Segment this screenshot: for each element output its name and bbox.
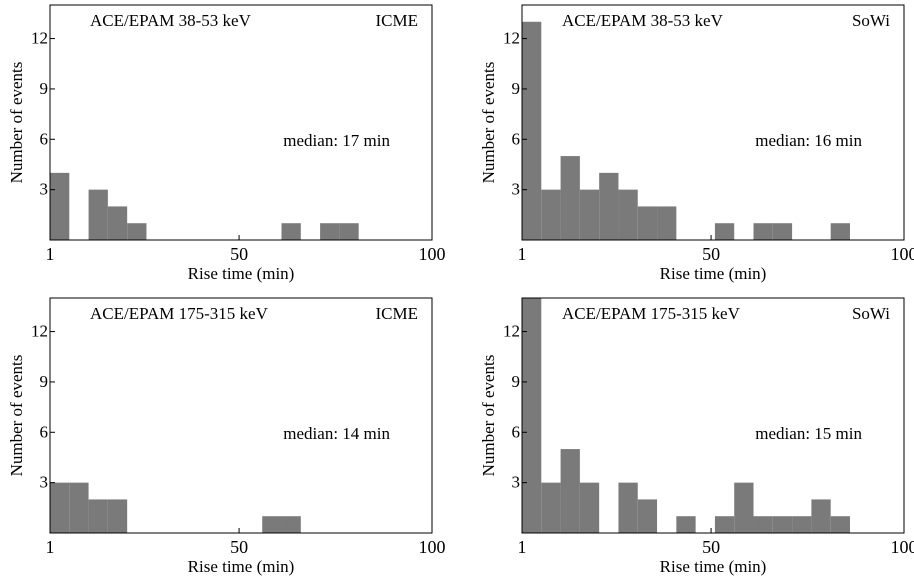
instrument-label: ACE/EPAM 38-53 keV bbox=[562, 11, 724, 30]
histogram-bar bbox=[715, 516, 734, 533]
y-tick-label: 6 bbox=[512, 422, 521, 441]
panel-top-left: 3 6 9 12 1 50 100 Rise time (min) Number of even… bbox=[7, 5, 446, 283]
x-tick-label: 50 bbox=[702, 537, 720, 557]
panel-bottom-right: 3 6 9 12 1 50 100 Rise time (min) Number of even… bbox=[479, 298, 914, 576]
x-axis-label: Rise time (min) bbox=[188, 557, 295, 576]
y-tick-label: 12 bbox=[31, 29, 48, 48]
x-axis-label: Rise time (min) bbox=[660, 557, 767, 576]
median-annotation: median: 14 min bbox=[283, 424, 390, 443]
histogram-bar bbox=[282, 516, 301, 533]
category-label: SoWi bbox=[852, 11, 890, 30]
y-tick-label: 9 bbox=[40, 79, 49, 98]
histogram-bar bbox=[561, 156, 580, 240]
histogram-bar bbox=[754, 516, 773, 533]
instrument-label: ACE/EPAM 175-315 keV bbox=[562, 304, 741, 323]
x-tick-label: 100 bbox=[419, 244, 446, 264]
histogram-bar bbox=[580, 483, 599, 533]
y-axis-label: Number of events bbox=[7, 355, 26, 477]
y-tick-label: 6 bbox=[40, 422, 49, 441]
histogram-bar bbox=[89, 190, 108, 240]
histogram-bar bbox=[282, 223, 301, 240]
y-tick-label: 6 bbox=[40, 129, 49, 148]
y-tick-label: 9 bbox=[512, 79, 521, 98]
y-axis-label: Number of events bbox=[7, 62, 26, 184]
histogram-bar bbox=[676, 516, 695, 533]
histogram-bar bbox=[108, 499, 127, 533]
histogram-bar bbox=[618, 190, 637, 240]
histogram-bar bbox=[339, 223, 358, 240]
x-axis-label: Rise time (min) bbox=[188, 264, 295, 283]
histogram-bar bbox=[715, 223, 734, 240]
median-annotation: median: 16 min bbox=[755, 131, 862, 150]
x-tick-label: 100 bbox=[891, 244, 914, 264]
histogram-bar bbox=[638, 499, 657, 533]
histogram-bar bbox=[831, 223, 850, 240]
y-tick-label: 9 bbox=[40, 372, 49, 391]
histogram-bar bbox=[522, 298, 541, 533]
histogram-bar bbox=[618, 483, 637, 533]
x-tick-label: 50 bbox=[702, 244, 720, 264]
x-tick-label: 1 bbox=[518, 537, 527, 557]
histogram-bar bbox=[541, 190, 560, 240]
y-tick-label: 3 bbox=[40, 473, 49, 492]
x-tick-label: 50 bbox=[230, 537, 248, 557]
plot-frame bbox=[50, 298, 432, 533]
panel-top-right: 3 6 9 12 1 50 100 Rise time (min) Number of even… bbox=[479, 5, 914, 283]
y-tick-label: 12 bbox=[503, 322, 520, 341]
histogram-bar bbox=[320, 223, 339, 240]
histogram-bar bbox=[50, 173, 69, 240]
histogram-bar bbox=[89, 499, 108, 533]
y-tick-label: 12 bbox=[503, 29, 520, 48]
y-tick-label: 12 bbox=[31, 322, 48, 341]
y-tick-label: 3 bbox=[40, 180, 49, 199]
histogram-bar bbox=[541, 483, 560, 533]
histogram-bar bbox=[657, 206, 676, 240]
y-axis-label: Number of events bbox=[479, 355, 498, 477]
x-tick-label: 1 bbox=[46, 537, 55, 557]
x-tick-label: 1 bbox=[46, 244, 55, 264]
histogram-bar bbox=[127, 223, 146, 240]
histogram-bar bbox=[522, 22, 541, 240]
histogram-bar bbox=[580, 190, 599, 240]
histogram-bar bbox=[754, 223, 773, 240]
histogram-bar bbox=[262, 516, 281, 533]
median-annotation: median: 15 min bbox=[755, 424, 862, 443]
y-axis-label: Number of events bbox=[479, 62, 498, 184]
median-annotation: median: 17 min bbox=[283, 131, 390, 150]
histogram-bar bbox=[50, 483, 69, 533]
x-tick-label: 50 bbox=[230, 244, 248, 264]
instrument-label: ACE/EPAM 38-53 keV bbox=[90, 11, 252, 30]
histogram-bar bbox=[831, 516, 850, 533]
y-tick-label: 3 bbox=[512, 180, 521, 199]
category-label: ICME bbox=[376, 11, 419, 30]
histogram-bar bbox=[638, 206, 657, 240]
histogram-bar bbox=[792, 516, 811, 533]
x-tick-label: 100 bbox=[891, 537, 914, 557]
histogram-bar bbox=[811, 499, 830, 533]
y-tick-label: 9 bbox=[512, 372, 521, 391]
y-tick-label: 6 bbox=[512, 129, 521, 148]
x-tick-label: 1 bbox=[518, 244, 527, 264]
y-tick-label: 3 bbox=[512, 473, 521, 492]
histogram-bar bbox=[108, 206, 127, 240]
histogram-bar bbox=[773, 516, 792, 533]
panel-bottom-left: 3 6 9 12 1 50 100 Rise time (min) Number of even… bbox=[7, 298, 446, 576]
x-axis-label: Rise time (min) bbox=[660, 264, 767, 283]
histogram-bar bbox=[69, 483, 88, 533]
histogram-bar bbox=[773, 223, 792, 240]
histogram-bar bbox=[734, 483, 753, 533]
histogram-bar bbox=[599, 173, 618, 240]
category-label: ICME bbox=[376, 304, 419, 323]
category-label: SoWi bbox=[852, 304, 890, 323]
x-tick-label: 100 bbox=[419, 537, 446, 557]
instrument-label: ACE/EPAM 175-315 keV bbox=[90, 304, 269, 323]
histogram-bar bbox=[561, 449, 580, 533]
